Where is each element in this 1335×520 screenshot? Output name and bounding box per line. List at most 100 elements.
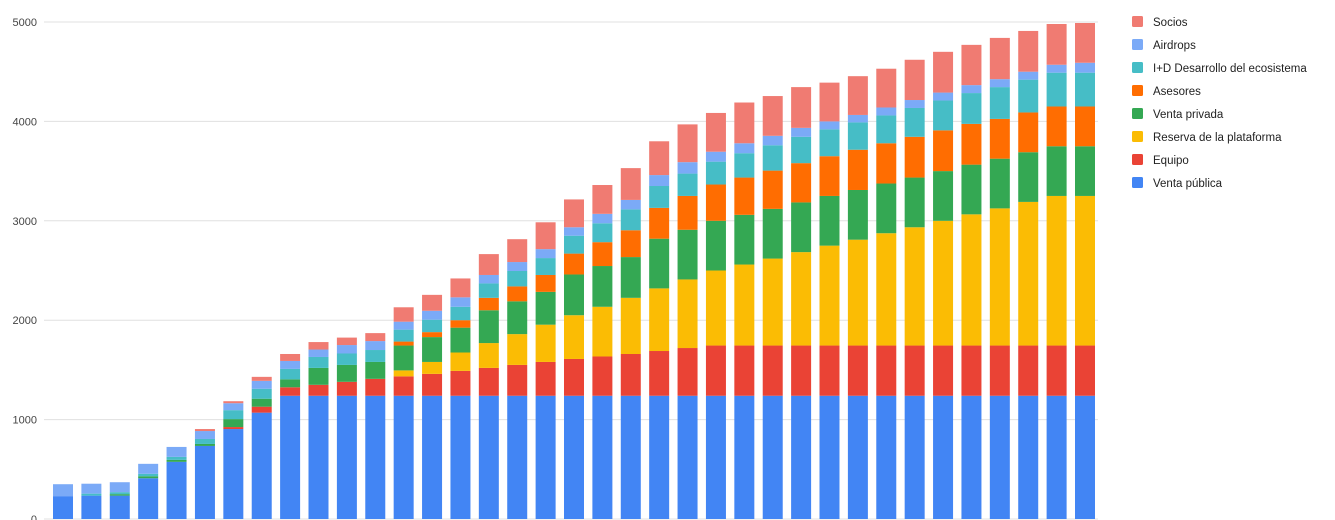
bar-segment [336, 353, 357, 365]
bar-segment [734, 345, 755, 396]
bar-segment [933, 395, 954, 519]
bar-segment [53, 496, 73, 519]
bar-segment [507, 301, 528, 335]
bar-segment [564, 358, 584, 396]
bar-segment [705, 161, 726, 185]
bar-segment [81, 495, 102, 519]
legend-label: Venta privada [1153, 109, 1224, 121]
bar-segment [620, 230, 641, 258]
bar-segment [308, 367, 329, 385]
bar-stack [876, 68, 897, 519]
bars [53, 22, 1095, 519]
bar-stack [450, 278, 471, 519]
bar-segment [1018, 71, 1039, 80]
bar-segment [564, 315, 584, 359]
bar-segment [478, 283, 499, 298]
bar-segment [223, 429, 244, 519]
bar-segment [251, 380, 272, 389]
bar-segment [791, 87, 812, 128]
bar-segment [592, 213, 613, 224]
bar-stack [989, 37, 1010, 519]
bar-segment [336, 364, 357, 382]
bar-segment [365, 350, 386, 362]
bar-segment [677, 229, 698, 280]
bar-segment [1075, 72, 1095, 107]
bar-segment [393, 321, 414, 330]
y-tick-label: 2000 [13, 315, 37, 327]
bar-segment [194, 443, 215, 446]
legend-item: Socios [1132, 16, 1188, 29]
bar-stack [393, 307, 414, 519]
bar-segment [989, 208, 1010, 346]
bar-segment [1046, 395, 1067, 519]
bar-segment [251, 406, 272, 413]
bar-segment [847, 114, 868, 123]
bar-segment [592, 266, 613, 307]
bar-segment [734, 395, 755, 519]
legend-label: Venta pública [1153, 178, 1223, 190]
bar-stack [904, 59, 925, 519]
bar-segment [847, 149, 868, 190]
bar-stack [251, 376, 272, 519]
bar-segment [138, 473, 159, 477]
bar-segment [308, 349, 329, 357]
bar-segment [847, 122, 868, 150]
bar-segment [393, 345, 414, 371]
bar-segment [422, 361, 443, 374]
bar-segment [677, 162, 698, 174]
bar-segment [592, 395, 613, 519]
bar-stack [847, 76, 868, 519]
bar-segment [1018, 152, 1039, 202]
bar-segment [1018, 201, 1039, 346]
bar-stack [308, 342, 329, 519]
bar-segment [535, 274, 556, 292]
bar-segment [1075, 395, 1095, 519]
bar-segment [989, 345, 1010, 396]
bar-segment [166, 446, 187, 457]
legend-swatch [1132, 131, 1143, 142]
bar-stack [478, 254, 499, 519]
bar-segment [933, 130, 954, 172]
bar-segment [280, 368, 301, 380]
bar-segment [762, 145, 783, 171]
bar-segment [933, 51, 954, 93]
bar-segment [705, 345, 726, 396]
legend-swatch [1132, 154, 1143, 165]
bar-segment [478, 343, 499, 368]
bar-segment [535, 222, 556, 250]
bar-segment [677, 348, 698, 396]
y-tick-label: 5000 [13, 17, 37, 29]
bar-segment [564, 199, 584, 228]
bar-segment [535, 258, 556, 275]
bar-segment [422, 310, 443, 320]
bar-segment [791, 345, 812, 396]
bar-segment [762, 208, 783, 259]
legend-item: I+D Desarrollo del ecosistema [1132, 62, 1307, 75]
bar-segment [876, 345, 897, 396]
bar-segment [507, 262, 528, 271]
bar-segment [393, 329, 414, 342]
bar-segment [308, 356, 329, 368]
legend-item: Equipo [1132, 154, 1189, 167]
bar-segment [1075, 22, 1095, 63]
bar-segment [847, 345, 868, 396]
legend-label: Socios [1153, 17, 1188, 29]
bar-stack [819, 82, 840, 519]
bar-segment [791, 163, 812, 203]
bar-segment [649, 175, 670, 187]
bar-stack [677, 124, 698, 519]
bar-segment [393, 376, 414, 396]
bar-segment [109, 492, 130, 495]
bar-segment [989, 37, 1010, 80]
bar-segment [961, 123, 982, 165]
bar-segment [989, 79, 1010, 88]
bar-segment [422, 294, 443, 311]
bar-segment [592, 242, 613, 267]
bar-segment [507, 364, 528, 396]
y-tick-label: 4000 [13, 116, 37, 128]
bar-segment [365, 378, 386, 396]
bar-segment [308, 342, 329, 350]
bar-segment [989, 87, 1010, 119]
bar-stack [507, 239, 528, 519]
bar-segment [904, 345, 925, 396]
